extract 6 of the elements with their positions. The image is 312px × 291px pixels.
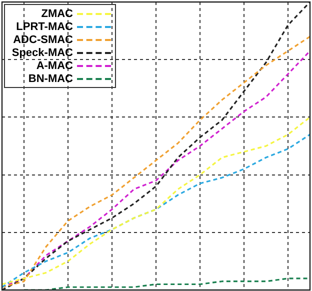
legend-label: ADC-SMAC: [12, 34, 73, 46]
legend-label: BN-MAC: [27, 72, 73, 84]
legend-label: A-MAC: [35, 60, 73, 72]
legend-label: LPRT-MAC: [15, 20, 73, 32]
legend-label: ZMAC: [40, 8, 73, 20]
legend-label: Speck-MAC: [10, 46, 73, 58]
